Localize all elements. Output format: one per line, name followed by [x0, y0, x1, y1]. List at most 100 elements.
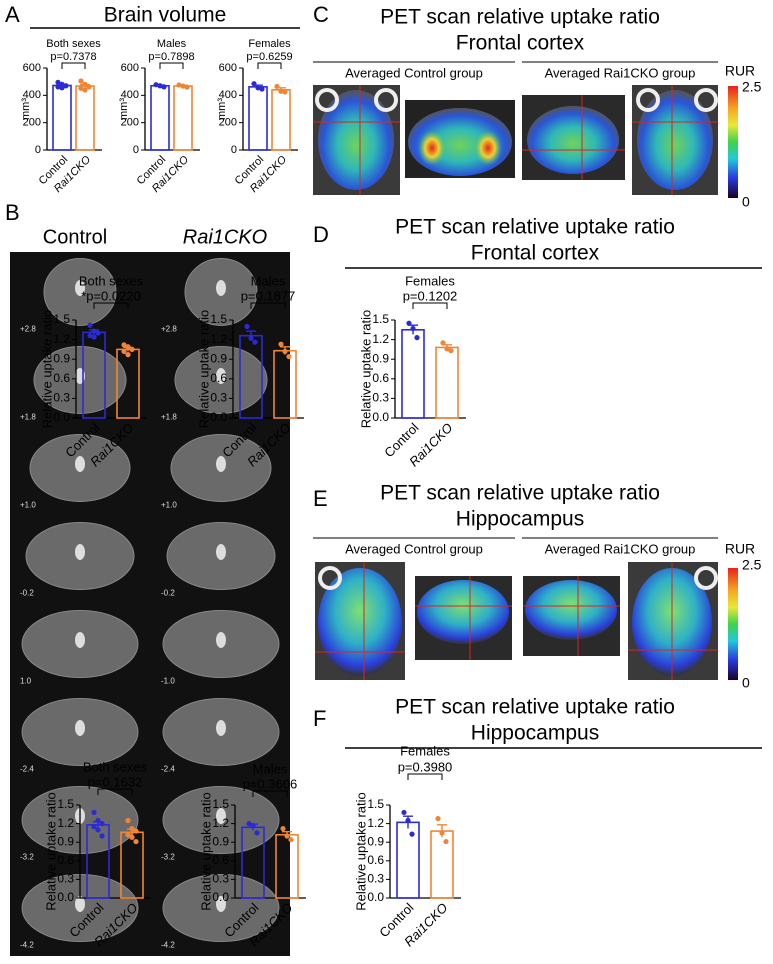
- significance-bracket: [407, 773, 443, 780]
- section-label: -4.2: [161, 941, 175, 950]
- data-point: [55, 84, 61, 90]
- data-point: [153, 82, 159, 88]
- y-tick-label: 0.0: [57, 890, 74, 904]
- data-point: [255, 85, 261, 91]
- data-point: [251, 81, 257, 87]
- data-point: [63, 83, 69, 89]
- significance-bracket: [93, 302, 129, 309]
- y-tick-label: 0.3: [212, 872, 229, 886]
- group-label: Averaged Rai1CKO group: [545, 65, 696, 80]
- chart-title: Both sexes: [46, 38, 101, 50]
- data-point: [133, 828, 139, 834]
- p-value: p=0.7898: [148, 51, 194, 63]
- brain-ventricle: [75, 720, 85, 736]
- y-tick-label: 200: [219, 117, 237, 129]
- data-point: [121, 342, 127, 348]
- data-point: [250, 822, 256, 829]
- y-tick-label: 1.2: [212, 816, 229, 830]
- data-point: [176, 82, 182, 88]
- section-label: -2.4: [161, 765, 175, 774]
- y-tick-label: 1.2: [372, 332, 389, 346]
- bar: [248, 86, 268, 151]
- y-tick-label: 0.3: [57, 872, 74, 886]
- data-point: [91, 824, 97, 830]
- section-label: -4.2: [20, 941, 34, 950]
- data-point: [278, 88, 284, 94]
- colorbar: [728, 568, 738, 680]
- brain-ventricle: [216, 368, 226, 384]
- significance-bracket: [97, 788, 133, 795]
- chart-title: Females: [400, 743, 450, 758]
- brain-ventricle: [216, 544, 226, 560]
- bar: [396, 821, 420, 899]
- y-tick-label: 0.3: [367, 872, 384, 886]
- data-point: [448, 348, 454, 354]
- y-tick-label: 0: [35, 144, 41, 156]
- data-point: [180, 83, 186, 89]
- group-label: Averaged Rai1CKO group: [545, 541, 696, 556]
- panel-letter: E: [313, 486, 328, 511]
- data-point: [95, 827, 101, 833]
- y-tick-label: 0.9: [210, 351, 227, 365]
- data-point: [280, 825, 286, 832]
- data-point: [91, 328, 97, 334]
- colorbar-label: RUR: [725, 63, 755, 79]
- data-point: [405, 817, 411, 824]
- panel-title: PET scan relative uptake ratio: [380, 482, 660, 505]
- y-tick-label: 1.5: [57, 797, 74, 811]
- data-point: [184, 84, 190, 90]
- data-point: [288, 837, 294, 843]
- panel-title: PET scan relative uptake ratio: [380, 6, 660, 29]
- significance-bracket: [61, 62, 86, 69]
- y-tick-label: 0.6: [210, 371, 227, 385]
- y-tick-label: 400: [23, 89, 41, 101]
- bar: [430, 830, 454, 899]
- y-axis-label: Relative uptake ratio: [43, 792, 58, 911]
- y-tick-label: 200: [23, 117, 41, 129]
- data-point: [133, 838, 139, 845]
- colorbar-max: 2.5: [742, 557, 762, 573]
- colorbar-min: 0: [742, 194, 750, 210]
- pet-images: [315, 562, 718, 680]
- data-point: [82, 81, 88, 87]
- data-point: [99, 821, 105, 827]
- significance-bracket: [257, 62, 282, 69]
- section-label: +2.8: [20, 325, 36, 334]
- data-point: [121, 348, 127, 354]
- brain-ventricle: [216, 896, 226, 912]
- data-point: [282, 89, 288, 95]
- y-axis-label: Relative uptake ratio: [196, 310, 211, 429]
- y-tick-label: 1.5: [210, 312, 227, 326]
- y-tick-label: 0.0: [53, 410, 70, 424]
- brain-ventricle: [216, 720, 226, 736]
- data-point: [439, 830, 445, 836]
- y-axis-label: mm³: [216, 98, 228, 120]
- data-point: [129, 834, 135, 840]
- data-point: [410, 325, 416, 332]
- data-point: [435, 816, 441, 822]
- y-tick-label: 0.3: [372, 391, 389, 405]
- y-tick-label: 0.0: [367, 890, 384, 904]
- section-label: -0.2: [20, 589, 34, 598]
- bar: [173, 85, 193, 151]
- brain-ventricle: [75, 896, 85, 912]
- y-tick-label: 0.6: [212, 853, 229, 867]
- colorbar-min: 0: [742, 675, 750, 691]
- y-tick-label: 1.2: [53, 332, 70, 346]
- y-tick-label: 1.5: [53, 312, 70, 326]
- mri-grid: +2.8 +1.8 +1.0 -0.2 1.0 -2.4 -3.2 -4.2 +2.8 +1.8 +…: [20, 258, 280, 950]
- p-value: *p=0.0220: [81, 288, 141, 303]
- y-tick-label: 0.0: [372, 410, 389, 424]
- panel-title: PET scan relative uptake ratio: [395, 696, 675, 719]
- brain-ventricle: [216, 280, 226, 296]
- colorbar-max: 2.5: [742, 79, 762, 95]
- y-tick-label: 600: [219, 62, 237, 74]
- bar: [52, 84, 72, 151]
- chart-title: Males: [253, 761, 288, 776]
- data-point: [91, 334, 97, 340]
- data-point: [401, 809, 407, 816]
- data-point: [274, 83, 280, 90]
- significance-bracket: [250, 302, 286, 309]
- y-tick-label: 0.6: [53, 371, 70, 385]
